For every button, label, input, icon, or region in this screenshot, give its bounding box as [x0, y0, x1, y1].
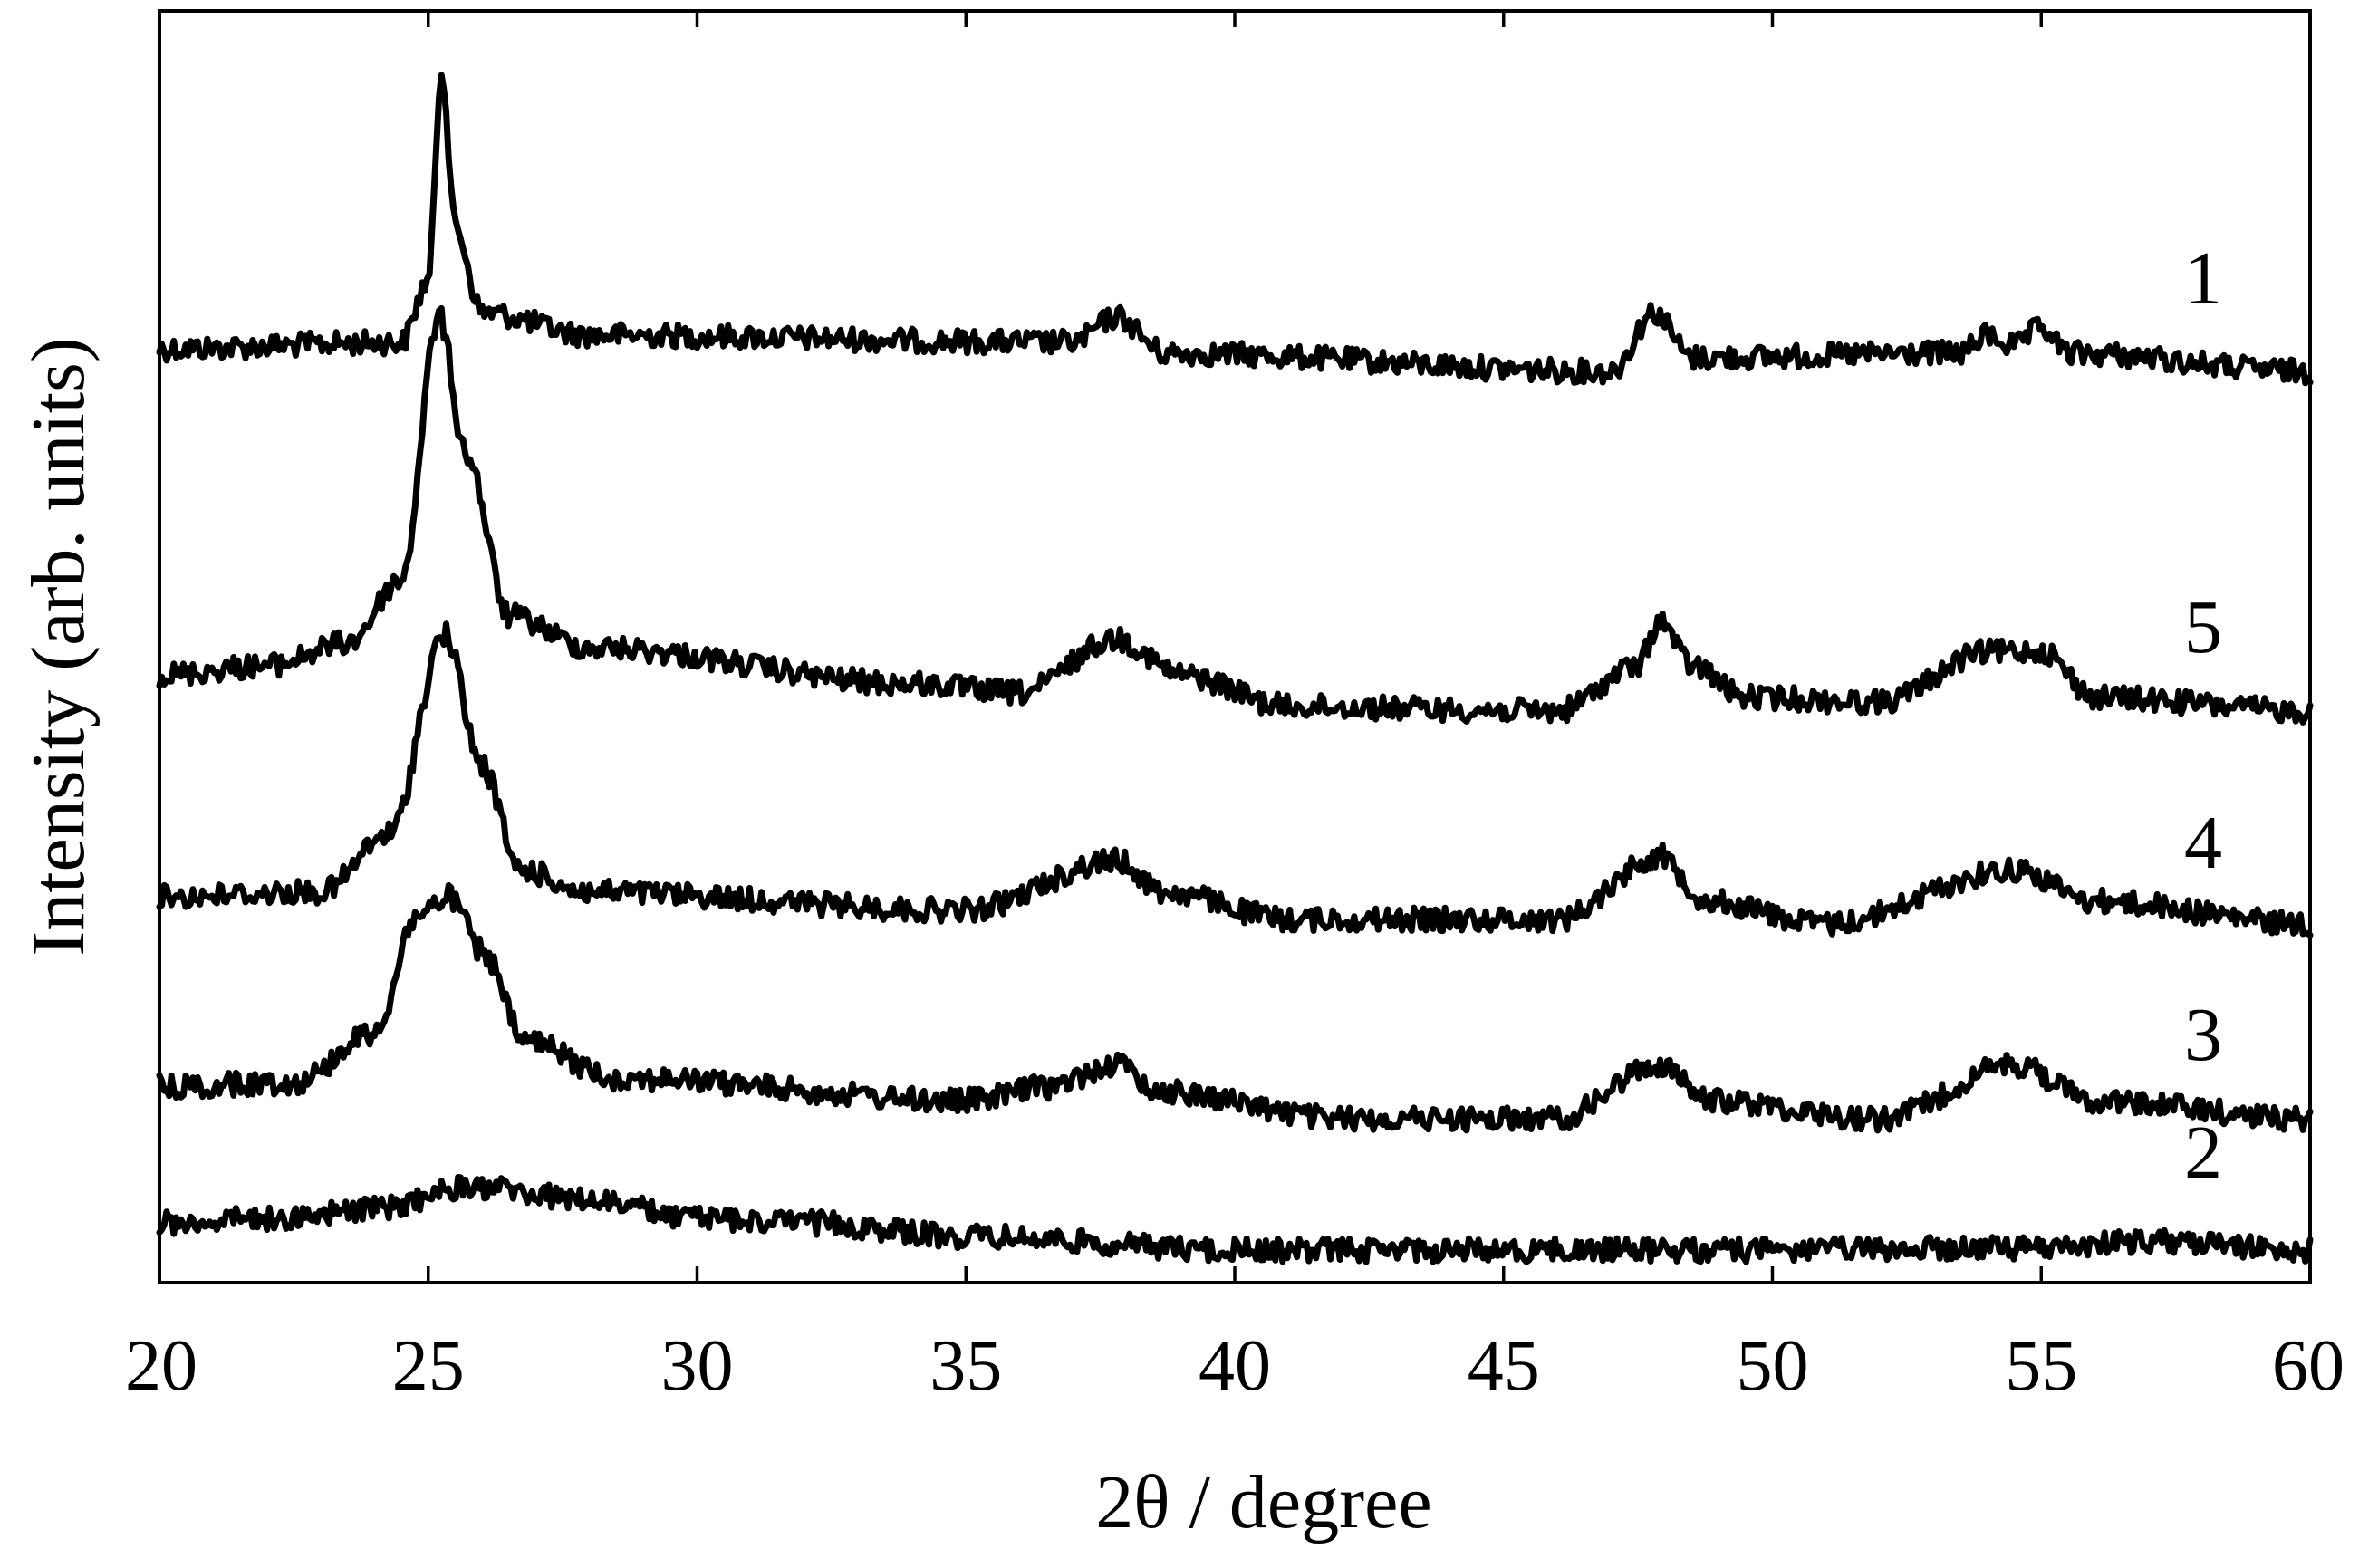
x-axis-label: 2θ / degree	[1095, 1460, 1431, 1544]
x-ticks: 20 25 30 35 40 45 50 55 60	[125, 11, 2345, 1406]
x-tick-label: 60	[2272, 1326, 2345, 1406]
x-tick-label: 20	[125, 1326, 197, 1406]
series-line-5	[156, 304, 2314, 726]
series-label-1: 1	[2184, 236, 2222, 321]
series-label-5: 5	[2184, 585, 2222, 669]
x-tick-label: 25	[392, 1326, 465, 1406]
series-label-3: 3	[2184, 993, 2222, 1077]
x-tick-label: 40	[1199, 1326, 1271, 1406]
x-tick-label: 45	[1468, 1326, 1540, 1406]
series-label-4: 4	[2184, 801, 2222, 885]
series-line-3	[156, 881, 2314, 1134]
y-axis-label: Intensity (arb. units)	[16, 337, 101, 957]
x-tick-label: 50	[1737, 1326, 1809, 1406]
x-tick-label: 30	[661, 1326, 734, 1406]
series-layer: 1 5 4 3 2	[156, 72, 2314, 1265]
x-tick-label: 55	[2005, 1326, 2077, 1406]
x-tick-label: 35	[929, 1326, 1002, 1406]
series-line-1	[156, 72, 2314, 387]
series-line-4	[156, 620, 2314, 938]
series-line-2	[156, 1174, 2314, 1265]
series-label-2: 2	[2184, 1111, 2222, 1195]
